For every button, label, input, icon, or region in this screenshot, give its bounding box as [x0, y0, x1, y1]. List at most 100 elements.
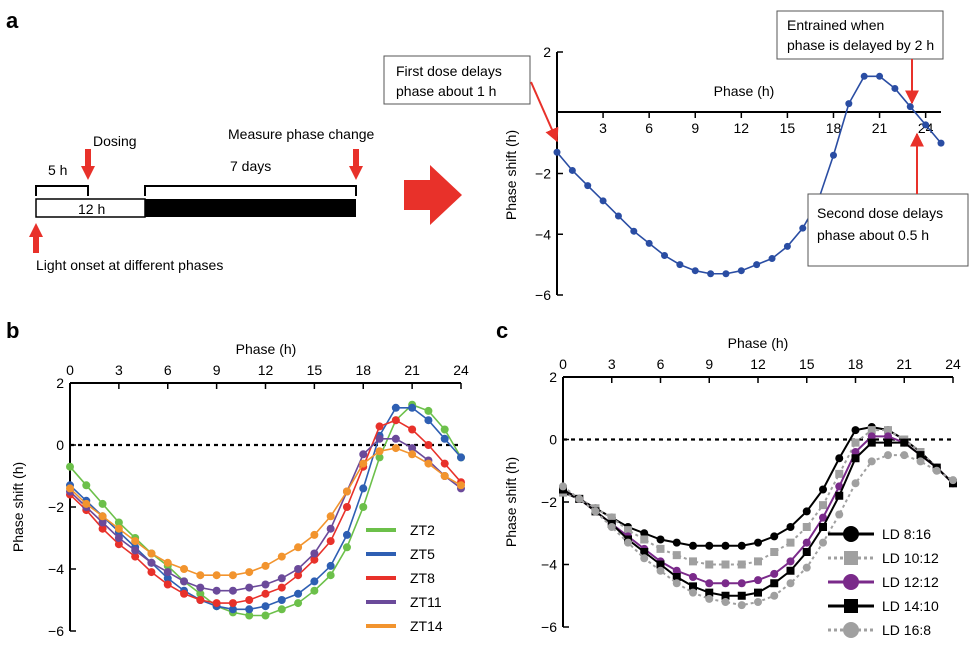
x-tick-label: 15	[780, 120, 796, 136]
series-ld-16-8-point	[835, 510, 844, 519]
series-zt2-point	[245, 611, 254, 620]
series-zt5-point	[326, 561, 335, 570]
series-ld-8-16-point	[754, 538, 762, 547]
series-zt2-point	[66, 462, 74, 471]
x-tick-label: 24	[453, 362, 469, 378]
series-zt5-point	[228, 605, 237, 614]
series-ld-12-12-point	[786, 557, 795, 566]
series-ld-10-12-point	[624, 526, 632, 535]
series-zt11-point	[326, 524, 335, 533]
series-zt14-point	[424, 459, 433, 468]
series-ld-16-8-point	[786, 579, 795, 588]
series-zt2-point	[326, 571, 335, 580]
series-zt14-point	[245, 568, 254, 577]
series-zt8-point	[261, 589, 270, 598]
series-zt8-line	[69, 419, 462, 604]
series-zt8-point	[294, 571, 303, 580]
series-phase-response-point	[630, 227, 638, 235]
series-ld-8-16-point	[689, 541, 697, 550]
series-zt11-point	[212, 586, 221, 595]
series-ld-10-12-point	[656, 544, 665, 553]
x-tick-label: 9	[691, 120, 699, 136]
series-ld-14-10-point	[656, 560, 665, 569]
series-phase-response-point	[799, 224, 807, 232]
x-tick-label: 6	[645, 120, 653, 136]
series-zt8-point	[196, 596, 205, 604]
series-ld-14-10-point	[819, 523, 827, 531]
series-zt5-line	[69, 406, 462, 611]
series-ld-14-10-point	[802, 548, 811, 556]
series-ld-8-16-point	[851, 426, 860, 435]
series-phase-response-point	[553, 148, 561, 156]
series-ld-16-8-point	[900, 451, 909, 460]
series-ld-12-12-point	[867, 432, 876, 441]
series-zt5-point	[277, 596, 286, 604]
series-zt11-point	[114, 534, 123, 542]
legend-label: LD 10:12	[882, 550, 939, 566]
measure-label: Measure phase change	[228, 126, 375, 142]
series-ld-8-16-point	[770, 532, 779, 541]
legend-label: LD 8:16	[882, 526, 931, 542]
series-ld-12-12-point	[851, 448, 860, 456]
legend-marker	[843, 622, 859, 638]
series-phase-response-point	[891, 84, 899, 92]
series-phase-response-point	[707, 270, 715, 278]
series-zt14-point	[98, 512, 107, 521]
x-tick-label: 15	[799, 356, 815, 372]
x-tick-label: 6	[657, 356, 665, 372]
series-zt2-point	[277, 605, 286, 614]
series-phase-response-point	[876, 72, 884, 80]
series-zt11-point	[408, 444, 417, 453]
series-ld-14-10-point	[786, 566, 795, 575]
series-phase-response-point	[614, 212, 622, 220]
x-tick-label: 12	[734, 120, 750, 136]
series-phase-response-point	[568, 166, 576, 174]
series-zt14-point	[82, 499, 91, 508]
y-tick-label: 2	[543, 44, 551, 60]
series-ld-12-12-point	[705, 579, 714, 588]
callout-second-dose: Second dose delays phase about 0.5 h	[807, 132, 969, 267]
legend-label: ZT8	[410, 570, 435, 586]
series-phase-response-point	[937, 139, 945, 147]
series-zt8-point	[212, 599, 221, 608]
series-zt14-point	[212, 571, 221, 580]
series-zt8-point	[375, 422, 384, 431]
series-ld-14-10-line	[562, 441, 954, 597]
series-zt8-point	[245, 596, 254, 604]
series-ld-8-16-point	[721, 541, 730, 550]
series-ld-10-12-point	[640, 535, 649, 544]
y-tick-label: −4	[535, 226, 551, 242]
series-zt14-point	[163, 558, 172, 567]
entrained-line1: Entrained when	[787, 17, 884, 33]
seven-days-label: 7 days	[230, 158, 271, 174]
series-ld-16-8-point	[737, 601, 746, 610]
callout-first-dose: First dose delays phase about 1 h	[383, 55, 559, 143]
series-zt11-point	[391, 434, 400, 443]
series-ld-8-16-point	[705, 541, 714, 550]
legend-marker	[843, 574, 859, 590]
series-ld-16-8-point	[672, 579, 681, 588]
x-tick-label: 0	[559, 356, 567, 372]
y-tick-label: 0	[549, 432, 557, 448]
series-ld-12-12-point	[689, 573, 697, 581]
series-zt5-point	[408, 403, 417, 412]
flow-arrow	[404, 165, 462, 225]
series-zt14-point	[294, 543, 303, 552]
series-ld-14-10-point	[900, 438, 909, 447]
series-zt5-point	[440, 434, 449, 443]
y-tick-label: −6	[48, 623, 64, 639]
series-zt14-point	[408, 450, 417, 459]
panel-label-b: b	[6, 318, 19, 343]
x-tick-label: 21	[404, 362, 420, 378]
series-zt11-point	[245, 583, 254, 592]
five-h-bracket	[35, 185, 89, 196]
y-tick-label: −4	[48, 561, 64, 577]
series-ld-12-12-point	[884, 432, 892, 441]
series-zt11-point	[163, 568, 172, 577]
series-ld-10-12-point	[721, 560, 730, 569]
series-ld-10-12-point	[884, 426, 892, 435]
series-ld-16-8-point	[624, 538, 632, 547]
measure-arrow	[349, 149, 363, 180]
series-ld-14-10-point	[754, 588, 762, 597]
